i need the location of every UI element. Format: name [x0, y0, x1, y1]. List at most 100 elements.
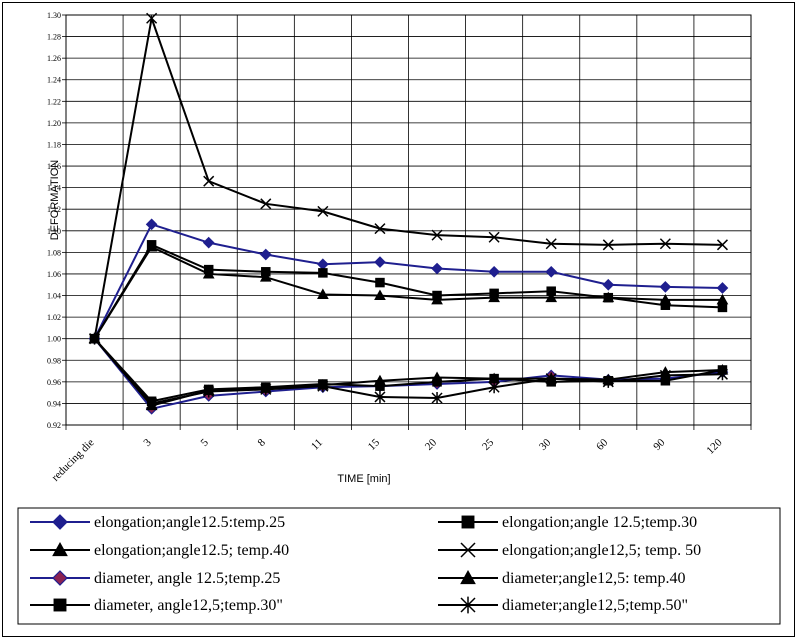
series-line [93, 223, 723, 340]
x-tick-label: 30 [537, 436, 554, 453]
y-tick-label: 0.92 [47, 421, 61, 430]
data-point [374, 223, 386, 235]
y-tick-labels: 0.92 0.94 0.96 0.98 1.00 1.02 1.04 1.06 1.08 1.10… [47, 11, 61, 430]
data-point [259, 248, 272, 261]
y-tick-label: 0.98 [47, 356, 61, 365]
data-point [545, 291, 558, 303]
data-point [431, 229, 443, 241]
y-tick-label: 1.30 [47, 11, 61, 20]
y-tick-label: 1.06 [47, 270, 61, 279]
data-point [716, 368, 728, 381]
series-8 [89, 332, 728, 410]
data-point [317, 288, 329, 299]
y-tick-label: 1.04 [47, 292, 61, 301]
y-tick-label: 1.12 [47, 205, 61, 214]
data-point [716, 239, 728, 251]
legend-label: diameter;angle12,5;temp.50" [502, 597, 688, 614]
legend-label: elongation;angle12,5; temp. 50 [502, 542, 701, 559]
data-point [145, 218, 158, 231]
data-point [259, 271, 272, 282]
data-point [602, 278, 615, 291]
data-point [431, 262, 443, 275]
legend-entry: elongation;angle 12.5;temp.30 [438, 514, 697, 531]
data-point [431, 293, 443, 305]
legend-label: diameter, angle12,5;temp.30" [94, 597, 283, 614]
x-tick-label: 60 [594, 436, 611, 453]
legend-marker [460, 542, 476, 558]
data-point [716, 293, 729, 305]
legend-entry: diameter, angle12,5;temp.30" [30, 597, 283, 614]
y-tick-label: 1.22 [47, 97, 61, 106]
data-point [375, 381, 385, 391]
x-tick-label: 3 [141, 436, 154, 449]
data-point [488, 291, 500, 303]
data-point [374, 289, 386, 301]
data-point [317, 258, 329, 271]
data-point [659, 293, 672, 305]
x-tick-label: 5 [198, 436, 211, 449]
legend-label: elongation;angle 12.5;temp.30 [502, 514, 697, 531]
legend-marker [53, 598, 67, 612]
y-tick-label: 1.28 [47, 33, 61, 42]
legend-marker [52, 514, 68, 530]
data-point [145, 240, 158, 252]
data-point [260, 383, 272, 396]
data-point [432, 377, 442, 387]
data-point [317, 205, 329, 217]
legend-marker [460, 569, 476, 585]
legend-marker [461, 515, 475, 529]
x-tick-label: 120 [704, 436, 725, 457]
series-line [93, 338, 723, 405]
x-tick-label: 25 [480, 436, 497, 453]
x-tick-label: 11 [309, 437, 325, 453]
y-tick-label: 1.00 [47, 335, 61, 344]
y-tick-label: 1.20 [47, 119, 61, 128]
y-tick-label: 1.14 [47, 184, 61, 193]
y-tick-label: 1.26 [47, 54, 61, 63]
data-point [488, 231, 500, 243]
data-point [203, 385, 215, 398]
legend-entry: elongation;angle12,5; temp. 50 [438, 542, 701, 559]
y-tick-label: 0.94 [47, 399, 61, 408]
legend-label: diameter, angle 12.5;temp.25 [94, 570, 280, 587]
legend-label: diameter;angle12,5: temp.40 [502, 570, 686, 587]
legend-marker [460, 596, 476, 614]
series-line [93, 14, 723, 339]
x-tick-label: 20 [423, 436, 440, 453]
data-point [716, 282, 729, 294]
legend: elongation;angle12.5:temp.25 elongation;a… [30, 514, 701, 614]
legend-entry: elongation;angle12.5; temp.40 [30, 541, 289, 559]
data-point [375, 277, 385, 288]
data-point [374, 390, 386, 403]
data-point [659, 238, 671, 250]
legend-marker [52, 570, 68, 586]
x-tick-label: reducing die [50, 437, 97, 484]
x-tick-label: 8 [256, 436, 269, 449]
data-point [602, 239, 614, 251]
data-point [89, 332, 101, 345]
data-point [202, 267, 215, 279]
legend-label: elongation;angle12.5; temp.40 [94, 542, 289, 559]
y-tick-label: 1.02 [47, 313, 61, 322]
data-point [146, 397, 158, 410]
legend-entry: diameter, angle 12.5;temp.25 [30, 570, 280, 587]
series-group [88, 12, 729, 415]
data-point [602, 291, 615, 303]
legend-label: elongation;angle12.5:temp.25 [94, 514, 285, 531]
data-point [602, 375, 614, 388]
data-point [488, 381, 500, 394]
data-point [659, 369, 671, 382]
x-tick-label: 15 [366, 436, 383, 453]
data-point [202, 236, 215, 249]
y-tick-label: 1.24 [47, 76, 61, 85]
legend-entry: diameter;angle12,5: temp.40 [438, 569, 686, 587]
x-axis-label: TIME [min] [337, 473, 390, 485]
series-line [93, 338, 723, 410]
data-point [545, 238, 557, 250]
series-line [93, 245, 723, 340]
plot-area [65, 14, 752, 426]
y-tick-label: 1.16 [47, 162, 61, 171]
legend-box [17, 507, 781, 625]
